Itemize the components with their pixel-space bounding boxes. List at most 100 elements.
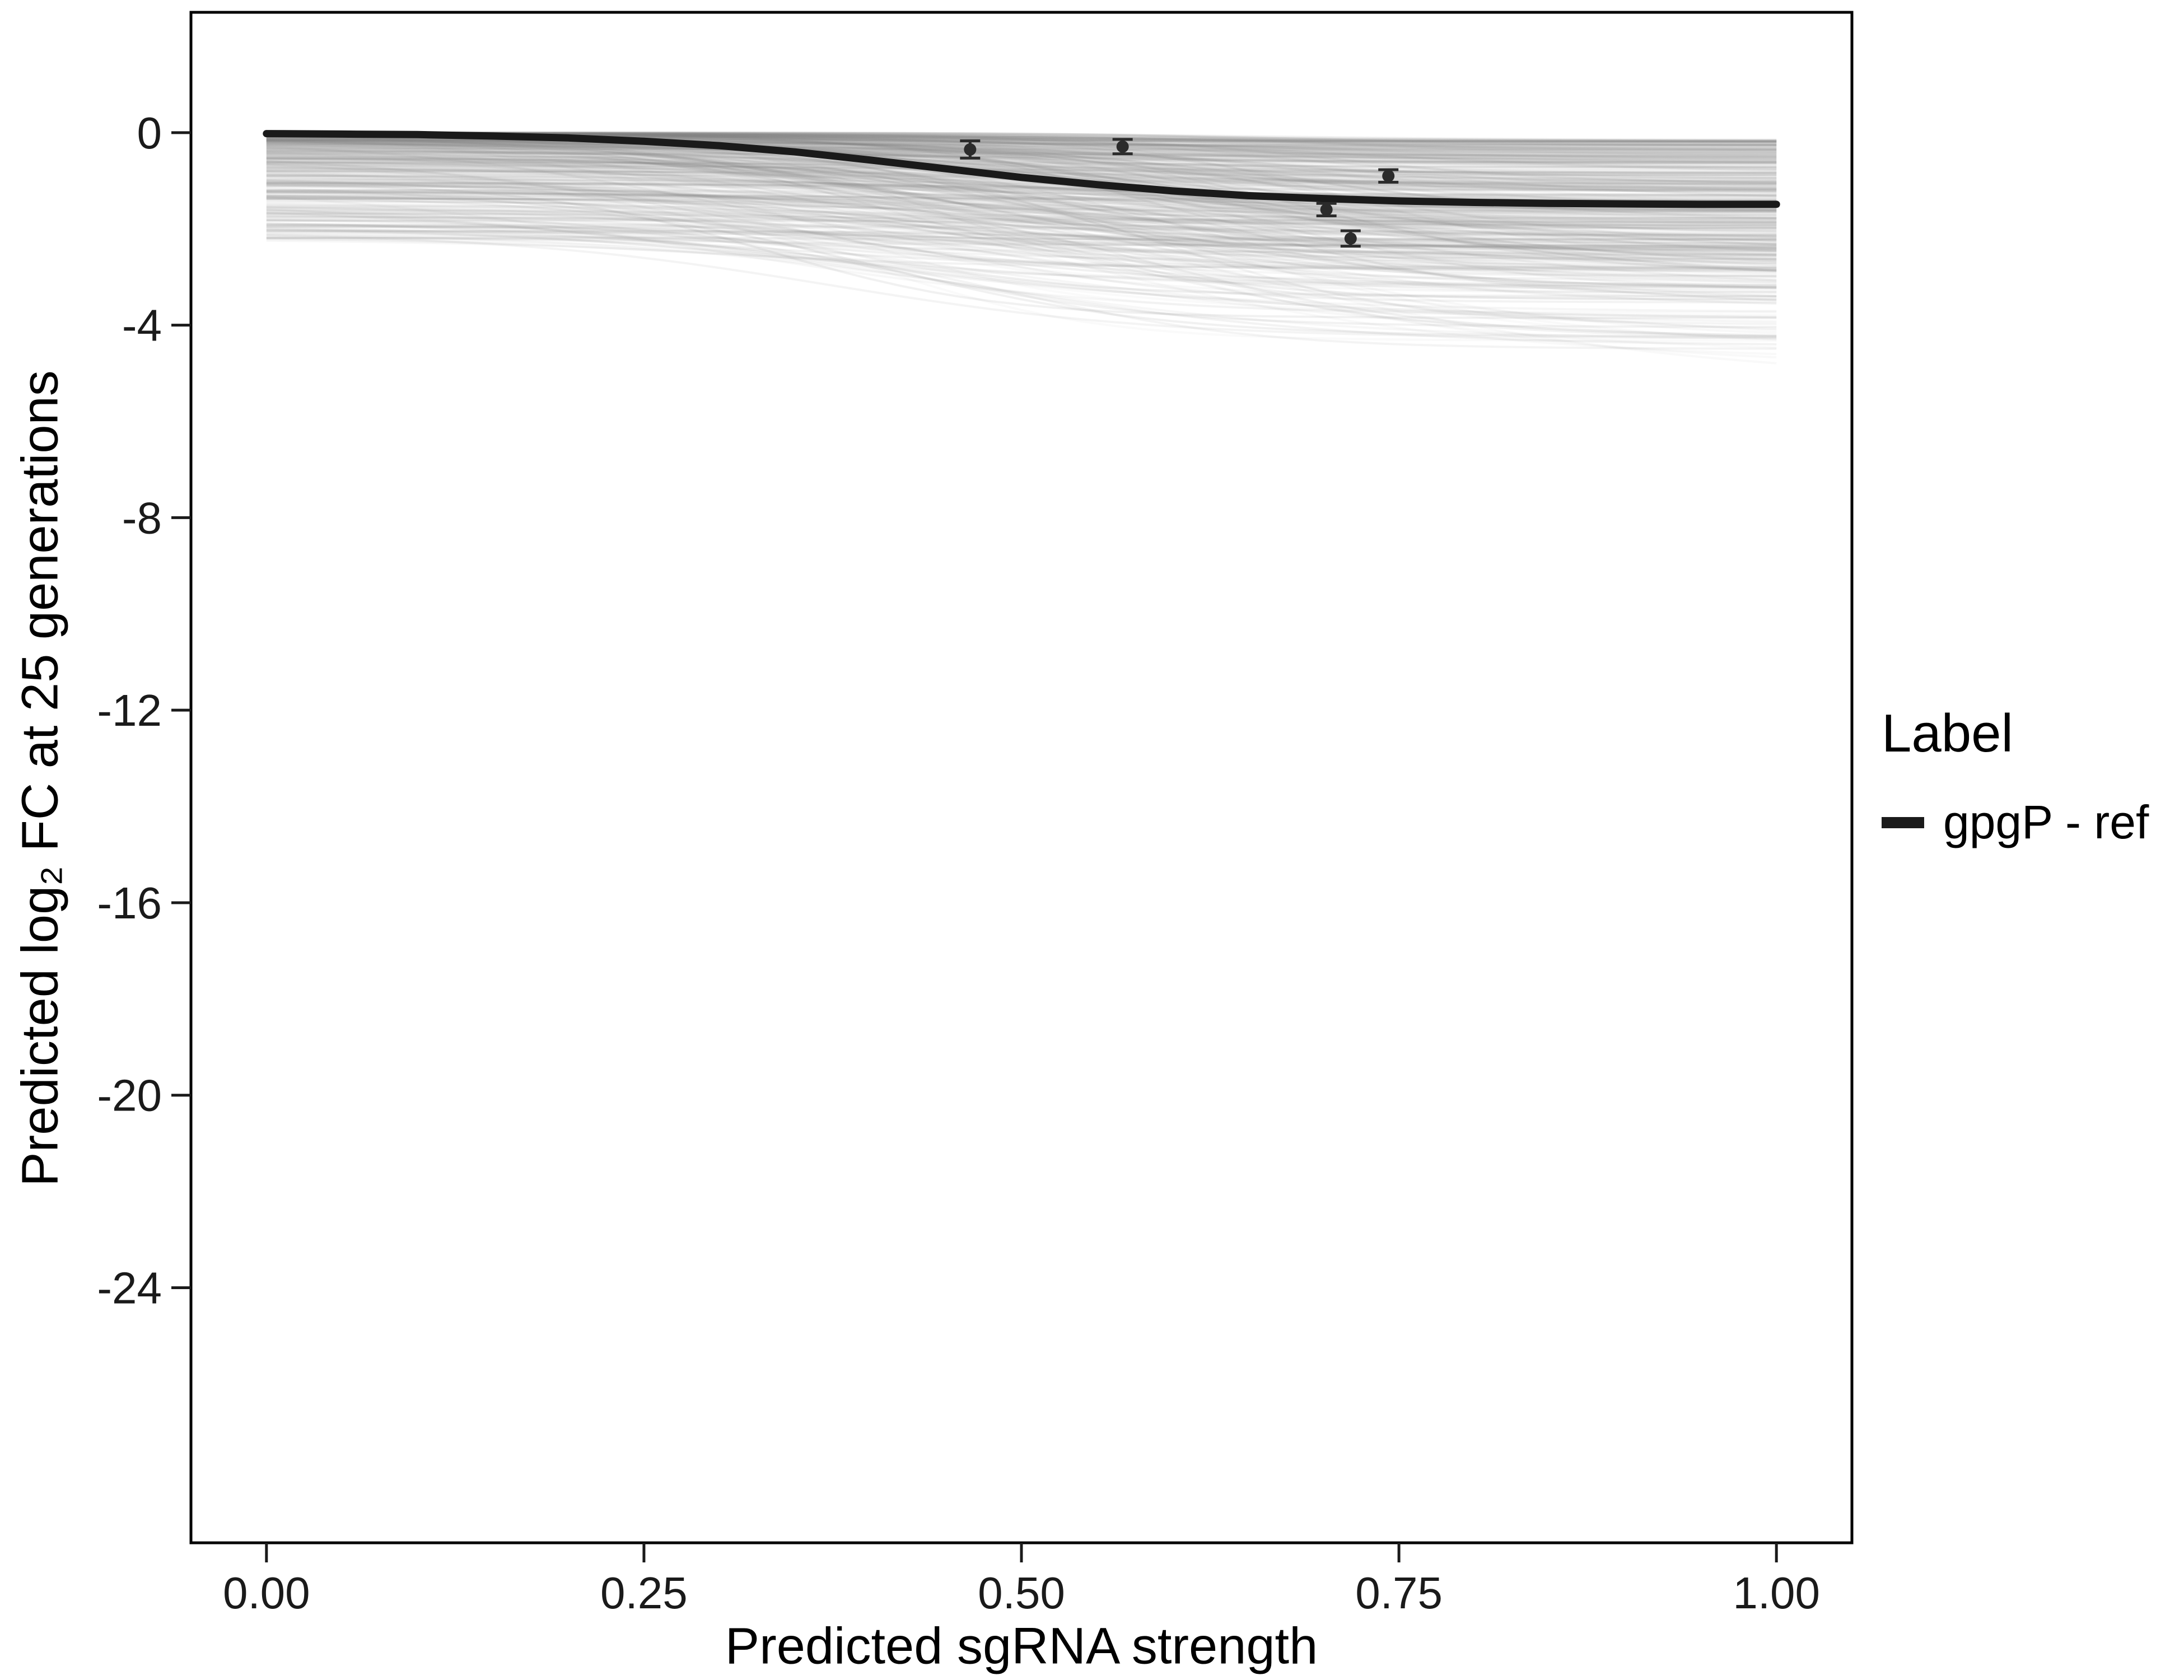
ensemble-line xyxy=(266,230,1777,298)
ensemble-line xyxy=(266,228,1777,244)
ensemble-line xyxy=(266,142,1777,152)
ensemble-line xyxy=(266,237,1777,350)
ensemble-line xyxy=(266,208,1777,251)
ensemble-line xyxy=(266,156,1777,176)
ensemble-line xyxy=(266,136,1777,258)
ensemble-line xyxy=(266,140,1777,241)
ensemble-line xyxy=(266,195,1777,272)
ensemble-line xyxy=(266,132,1777,146)
ensemble-line xyxy=(266,157,1777,228)
ensemble-line xyxy=(266,183,1777,314)
ensemble-line xyxy=(266,223,1777,262)
ensemble-line xyxy=(266,136,1777,237)
x-tick-label: 0.25 xyxy=(600,1568,688,1618)
ensemble-line xyxy=(266,164,1777,185)
ensemble-line xyxy=(266,222,1777,290)
ensemble-line xyxy=(266,162,1777,174)
ensemble-line xyxy=(266,180,1777,197)
y-tick-label: -4 xyxy=(122,301,162,351)
ensemble-line xyxy=(266,159,1777,275)
ensemble-line xyxy=(266,190,1777,219)
ensemble-line xyxy=(266,233,1777,254)
ensemble-line xyxy=(266,213,1777,226)
x-axis-title: Predicted sgRNA strength xyxy=(725,1617,1318,1675)
ensemble-line xyxy=(266,142,1777,256)
ensemble-line xyxy=(266,142,1777,153)
ensemble-line xyxy=(266,152,1777,164)
ensemble-line xyxy=(266,172,1777,297)
ensemble-line xyxy=(266,133,1777,226)
ensemble-line xyxy=(266,197,1777,245)
ensemble-line xyxy=(266,183,1777,256)
data-point xyxy=(1116,140,1129,153)
ensemble-line xyxy=(266,152,1777,165)
ensemble-line xyxy=(266,183,1777,319)
ensemble-line xyxy=(266,205,1777,215)
ensemble-line xyxy=(266,133,1777,180)
ensemble-line xyxy=(266,146,1777,272)
ensemble-line xyxy=(266,148,1777,194)
ensemble-line xyxy=(266,147,1777,193)
ensemble-line xyxy=(266,141,1777,187)
ensemble-line xyxy=(266,138,1777,227)
ensemble-line xyxy=(266,230,1777,240)
ensemble-line xyxy=(266,141,1777,349)
ensemble-line xyxy=(266,224,1777,304)
ensemble-line xyxy=(266,167,1777,188)
ensemble-line xyxy=(266,147,1777,157)
ensemble-line xyxy=(266,131,1777,144)
ensemble-line xyxy=(266,153,1777,197)
ensemble-line xyxy=(266,131,1777,146)
ensemble-line xyxy=(266,190,1777,337)
ensemble-line xyxy=(266,218,1777,247)
ensemble-line xyxy=(266,212,1777,261)
ensemble-line xyxy=(266,197,1777,338)
ensemble-line xyxy=(266,239,1777,338)
ensemble-line xyxy=(266,199,1777,278)
ensemble-line xyxy=(266,220,1777,279)
ensemble-line xyxy=(266,215,1777,236)
ensemble-line xyxy=(266,190,1777,253)
ensemble-line xyxy=(266,149,1777,237)
ensemble-line xyxy=(266,222,1777,283)
ensemble-line xyxy=(266,148,1777,356)
ensemble-line xyxy=(266,226,1777,237)
ensemble-line xyxy=(266,152,1777,282)
legend-entry: gpgP - ref xyxy=(1882,795,2149,850)
data-point xyxy=(1382,170,1395,183)
ensemble-line xyxy=(266,163,1777,174)
ensemble-line xyxy=(266,150,1777,288)
y-tick-label: 0 xyxy=(137,108,162,158)
ensemble-line xyxy=(266,158,1777,176)
ensemble-line xyxy=(266,164,1777,174)
ensemble-line xyxy=(266,150,1777,161)
ensemble-line xyxy=(266,216,1777,339)
ensemble-line xyxy=(266,163,1777,227)
ensemble-line xyxy=(266,226,1777,241)
ensemble-line xyxy=(266,143,1777,180)
ensemble-line xyxy=(266,141,1777,197)
ensemble-line xyxy=(266,182,1777,302)
ensemble-line xyxy=(266,131,1777,150)
ensemble-line xyxy=(266,157,1777,251)
ensemble-line xyxy=(266,146,1777,209)
ensemble-line xyxy=(266,160,1777,200)
ensemble-line xyxy=(266,228,1777,287)
ensemble-line xyxy=(266,147,1777,287)
x-tick-label: 1.00 xyxy=(1733,1568,1820,1618)
ensemble-line xyxy=(266,210,1777,334)
ensemble-line xyxy=(266,139,1777,262)
ensemble-line xyxy=(266,179,1777,208)
ensemble-line xyxy=(266,208,1777,312)
ensemble-line xyxy=(266,201,1777,250)
ensemble-line xyxy=(266,139,1777,272)
ensemble-line xyxy=(266,155,1777,255)
ensemble-line xyxy=(266,150,1777,178)
ensemble-line xyxy=(266,140,1777,174)
ensemble-line xyxy=(266,170,1777,264)
ensemble-line xyxy=(266,203,1777,224)
ensemble-line xyxy=(266,195,1777,250)
main-line xyxy=(263,130,1780,208)
ensemble-line xyxy=(266,219,1777,328)
ensemble-line xyxy=(266,218,1777,248)
